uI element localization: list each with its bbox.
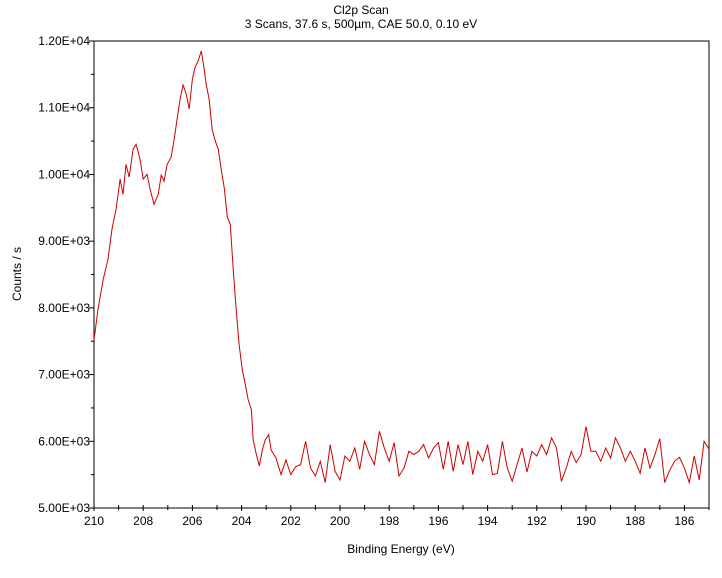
- series-line-cl2p: [93, 50, 710, 485]
- x-axis-label: Binding Energy (eV): [347, 542, 454, 556]
- x-tick-label: 200: [330, 514, 350, 528]
- x-tick-label: 190: [576, 514, 596, 528]
- y-tick-label: 1.10E+04: [38, 101, 90, 115]
- y-tick-label: 9.00E+03: [38, 234, 90, 248]
- x-tick-label: 206: [182, 514, 202, 528]
- x-tick-label: 204: [232, 514, 252, 528]
- x-tick-label: 198: [379, 514, 399, 528]
- y-tick-label: 8.00E+03: [38, 301, 90, 315]
- x-tick-label: 196: [428, 514, 448, 528]
- y-axis-label: Counts / s: [10, 247, 24, 301]
- x-tick-label: 186: [674, 514, 694, 528]
- chart-subtitle: 3 Scans, 37.6 s, 500µm, CAE 50.0, 0.10 e…: [245, 17, 477, 31]
- x-tick-label: 194: [478, 514, 498, 528]
- y-tick-label: 6.00E+03: [38, 434, 90, 448]
- y-tick-label: 1.20E+04: [38, 34, 90, 48]
- y-tick-label: 1.00E+04: [38, 167, 90, 181]
- x-tick-label: 202: [281, 514, 301, 528]
- x-tick-label: 208: [133, 514, 153, 528]
- x-axis: 210 208 206 204 202 200 198 196 194 192 190 188 186: [84, 505, 710, 528]
- x-tick-label: 192: [527, 514, 547, 528]
- x-tick-label: 210: [84, 514, 104, 528]
- y-tick-label: 5.00E+03: [38, 501, 90, 515]
- x-tick-label: 188: [625, 514, 645, 528]
- y-tick-label: 7.00E+03: [38, 368, 90, 382]
- chart-title: Cl2p Scan: [333, 3, 388, 17]
- y-axis: 5.00E+03 6.00E+03 7.00E+03 8.00E+03 9.00E+03…: [38, 34, 94, 515]
- plot-area: [93, 40, 710, 509]
